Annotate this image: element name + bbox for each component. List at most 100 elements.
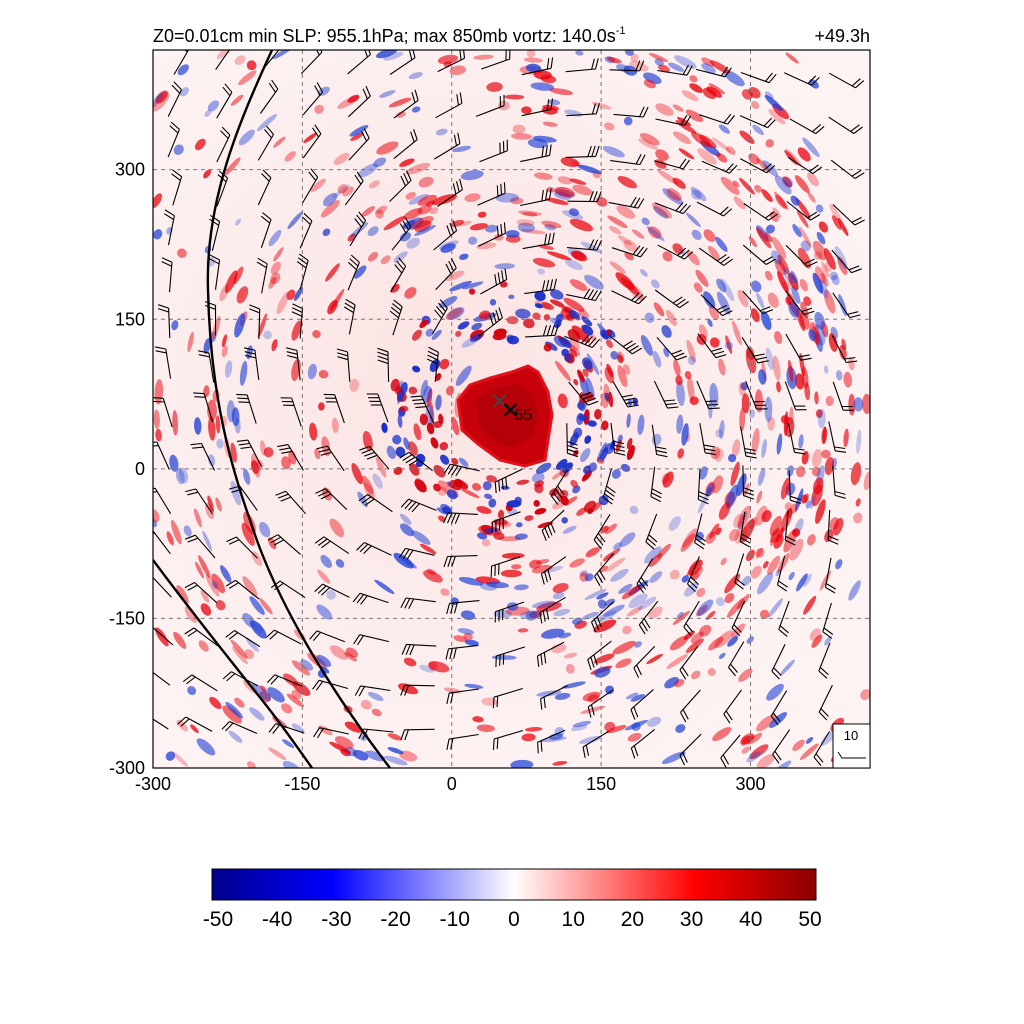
vorticity-cell (511, 133, 533, 140)
wind-barb (478, 307, 503, 337)
wind-barb (312, 679, 349, 691)
wind-barb (723, 689, 742, 724)
vorticity-cell (701, 57, 715, 67)
vorticity-cell (408, 386, 418, 395)
vorticity-cell (550, 643, 567, 654)
vorticity-cell (524, 727, 543, 732)
vorticity-cell (756, 490, 763, 504)
vorticity-cell (748, 87, 761, 99)
vorticity-cell (741, 575, 751, 586)
vorticity-cell (672, 131, 692, 145)
wind-barb (226, 536, 258, 559)
wind-barb (236, 393, 257, 424)
wind-barb (565, 145, 600, 158)
vorticity-cell (171, 320, 179, 331)
wind-barb (490, 556, 521, 578)
vorticity-cell (198, 640, 209, 652)
wind-barb (680, 689, 701, 723)
vorticity-cell (204, 109, 212, 117)
vorticity-cell (757, 572, 774, 595)
vorticity-cell (757, 467, 766, 486)
vorticity-cell (153, 229, 163, 240)
vorticity-cell (768, 109, 786, 125)
wind-barb (787, 422, 806, 455)
wind-barb (565, 288, 602, 302)
vorticity-cell (284, 151, 297, 162)
vorticity-cell (551, 472, 562, 480)
vorticity-cell (411, 530, 431, 545)
vorticity-cell (794, 175, 810, 194)
vorticity-cell (183, 525, 192, 537)
vorticity-cell (552, 583, 569, 593)
vorticity-cell (617, 176, 637, 189)
wind-barb (611, 290, 647, 305)
vorticity-cell (774, 259, 787, 276)
wind-barb (256, 257, 268, 294)
wind-barb (182, 674, 218, 692)
vorticity-cell (751, 427, 760, 454)
vorticity-cell (569, 279, 588, 292)
vorticity-cell (403, 657, 417, 667)
vorticity-cell (399, 405, 409, 412)
vorticity-cell (789, 538, 804, 561)
wind-barb (480, 268, 508, 295)
vorticity-cell (540, 75, 557, 84)
vorticity-cell (333, 152, 350, 165)
vorticity-cell (785, 148, 802, 167)
wind-barb (154, 346, 172, 379)
wind-barb (313, 727, 349, 739)
vorticity-cell (209, 696, 222, 709)
vorticity-cell (414, 479, 427, 493)
wind-barb (594, 552, 615, 587)
vorticity-cell (445, 270, 465, 281)
wind-barb (153, 530, 171, 555)
vorticity-cell (433, 464, 446, 478)
vorticity-cell (273, 247, 284, 262)
vorticity-cell (478, 310, 491, 320)
vorticity-cell (608, 225, 622, 235)
vorticity-cell (715, 597, 725, 607)
vorticity-cell (733, 196, 746, 210)
wind-barb (215, 50, 230, 71)
wind-barb (776, 555, 788, 592)
vorticity-cell (823, 289, 836, 314)
wind-barb (184, 627, 219, 647)
vorticity-cell (534, 291, 546, 301)
vorticity-cell (567, 339, 580, 352)
wind-barb (352, 592, 389, 605)
vorticity-cell (569, 348, 578, 358)
wind-barb (566, 423, 578, 458)
vorticity-cell (249, 620, 267, 639)
wind-barb (679, 645, 699, 680)
wind-barb (728, 641, 745, 677)
wind-barb (683, 600, 700, 636)
wind-barb (566, 103, 600, 117)
vorticity-cell (429, 207, 439, 215)
wind-barb (257, 169, 272, 206)
vorticity-cell (169, 454, 179, 472)
y-tick-label: 300 (115, 160, 145, 180)
vorticity-cell (718, 419, 725, 439)
vorticity-cell (318, 402, 325, 411)
vorticity-cell (664, 677, 679, 689)
wind-barb (267, 534, 301, 555)
vorticity-cell (821, 449, 831, 459)
vorticity-cell (672, 610, 691, 626)
vorticity-cell (733, 513, 744, 528)
wind-barb (400, 728, 435, 741)
wind-barb (477, 182, 506, 206)
vorticity-cell (515, 522, 523, 528)
wind-barb (257, 125, 274, 161)
wind-barb (492, 687, 523, 709)
vorticity-cell (609, 261, 626, 274)
vorticity-cell (576, 507, 587, 516)
vorticity-cell (676, 611, 684, 619)
vorticity-cell (563, 652, 578, 659)
vorticity-cell (258, 521, 271, 538)
vorticity-cell (464, 193, 481, 202)
vorticity-cell (203, 169, 212, 179)
vorticity-cell (653, 206, 669, 219)
vorticity-cell (221, 345, 228, 358)
vorticity-cell (352, 749, 369, 761)
vorticity-cell (530, 82, 555, 91)
